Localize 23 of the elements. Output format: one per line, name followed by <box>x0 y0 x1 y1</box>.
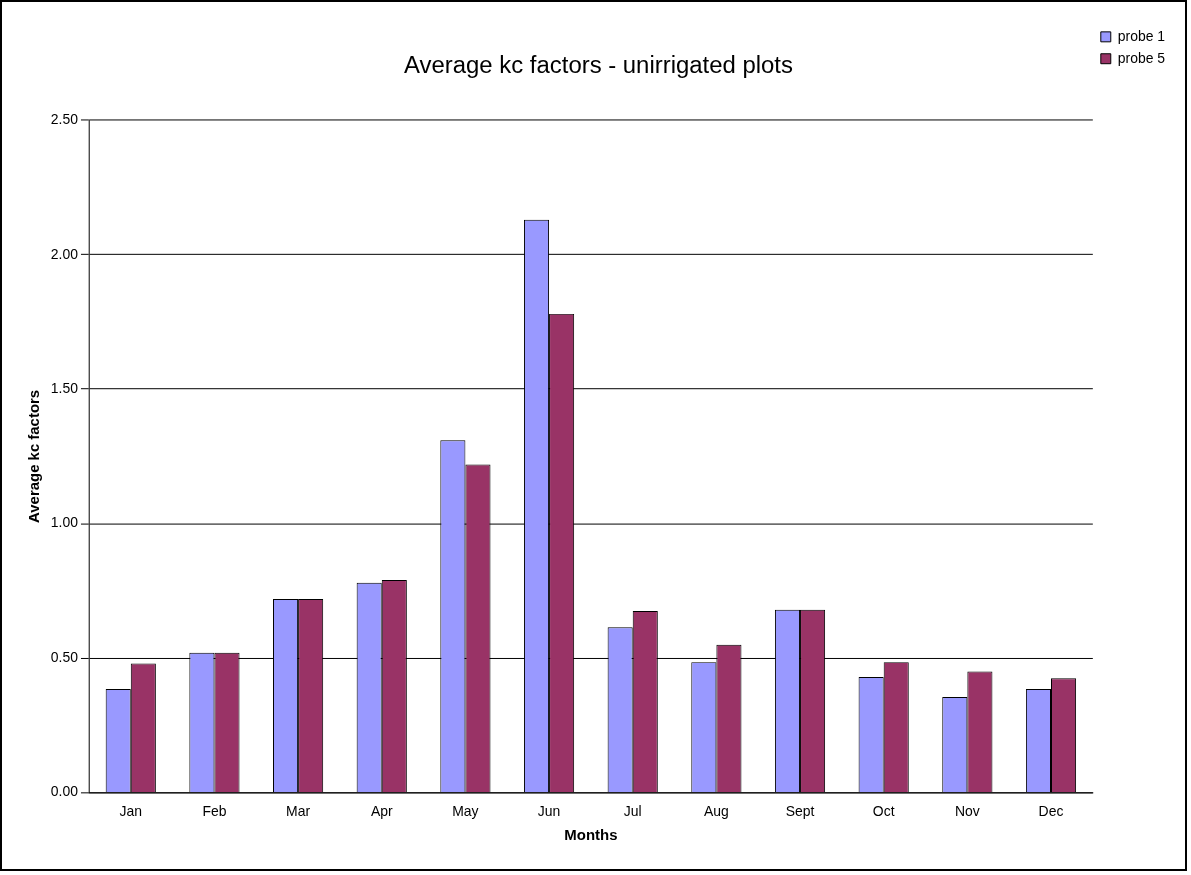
chart-title: Average kc factors - unirrigated plots <box>404 50 793 78</box>
y-tick-label: 2.50 <box>50 111 79 128</box>
x-tick-label: Oct <box>872 802 895 819</box>
legend-label: probe 5 <box>1117 49 1166 66</box>
y-tick-label: 0.50 <box>50 648 79 665</box>
x-tick-label: Feb <box>202 802 227 819</box>
x-tick-label: Mar <box>286 802 311 819</box>
legend-label: probe 1 <box>1117 27 1166 44</box>
x-tick-label: Jun <box>537 802 561 819</box>
x-tick-label: Sept <box>785 802 815 819</box>
x-tick-label: Jan <box>119 802 143 819</box>
x-tick-label: Apr <box>370 802 393 819</box>
x-axis-title: Months <box>564 826 618 844</box>
x-tick-label: Jul <box>623 802 642 819</box>
x-tick-label: Aug <box>703 802 729 819</box>
y-tick-label: 0.00 <box>50 783 79 800</box>
x-tick-label: Dec <box>1038 802 1064 819</box>
y-tick-label: 1.00 <box>50 514 79 531</box>
x-tick-label: May <box>452 802 479 819</box>
x-tick-label: Nov <box>954 802 980 819</box>
y-tick-label: 2.00 <box>50 245 79 262</box>
y-tick-label: 1.50 <box>50 380 79 397</box>
y-axis-title: Average kc factors <box>25 389 43 523</box>
